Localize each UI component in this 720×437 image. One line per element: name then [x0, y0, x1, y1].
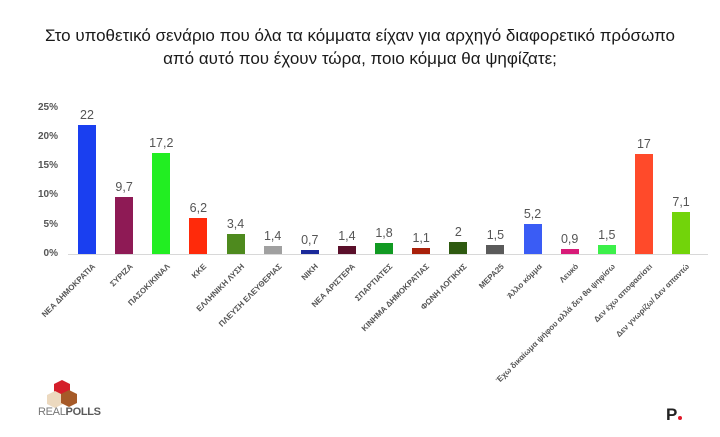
- x-tick-label: ΣΥΡΙΖΑ: [108, 262, 135, 289]
- bar: [226, 234, 245, 254]
- bar-value-label: 22: [80, 108, 94, 123]
- bar-value-label: 1,8: [375, 226, 393, 241]
- bar-value-label: 2: [454, 225, 462, 240]
- x-tick-label: Λευκό: [557, 262, 580, 285]
- bar-value-label: 1,1: [412, 230, 430, 245]
- x-tick-label: ΚΙΝΗΜΑ ΔΗΜΟΚΡΑΤΙΑΣ: [360, 262, 432, 334]
- bar: [152, 153, 171, 254]
- bar-value-label: 1,4: [263, 228, 282, 243]
- bar-value-label: 3,4: [226, 217, 245, 232]
- x-tick-label: Άλλο κόμμα: [504, 262, 544, 301]
- bar: [300, 249, 319, 254]
- bar-value-label: 1,5: [598, 228, 616, 243]
- y-tick-label: 15%: [37, 160, 58, 172]
- bar: [375, 243, 394, 254]
- y-tick-label: 0%: [43, 248, 58, 259]
- x-tick-label: ΝΙΚΗ: [299, 262, 320, 283]
- x-tick-label: ΚΚΕ: [190, 262, 209, 281]
- bar-value-label: 0,7: [301, 232, 319, 247]
- bar: [263, 245, 282, 254]
- realpolls-logo: REALPOLLS: [38, 378, 108, 420]
- bar-value-label: 6,2: [189, 200, 208, 215]
- chart-title: Στο υποθετικό σενάριο που όλα τα κόμματα…: [0, 24, 720, 70]
- bar: [560, 248, 579, 254]
- bar: [634, 154, 653, 254]
- bar-value-label: 1,5: [486, 228, 505, 243]
- x-axis-line: [68, 254, 708, 255]
- y-tick-label: 5%: [43, 218, 58, 230]
- bar: [189, 217, 208, 254]
- realpolls-cubes-icon: [47, 380, 77, 408]
- bar-value-label: 17: [636, 137, 651, 152]
- chart-title-line-2: από αυτό που έχουν τώρα, ποιο κόμμα θα ψ…: [163, 49, 557, 68]
- bar: [78, 125, 96, 254]
- bar-value-label: 7,1: [672, 195, 690, 210]
- bar-value-label: 1,4: [338, 228, 356, 243]
- bar: [597, 245, 616, 254]
- chart-title-line-1: Στο υποθετικό σενάριο που όλα τα κόμματα…: [44, 26, 676, 45]
- bar-value-label: 17,2: [149, 136, 174, 151]
- bar: [672, 212, 691, 254]
- bar-value-label: 0,9: [560, 231, 579, 246]
- x-tick-label: Δεν γνωρίζω/ Δεν απαντώ: [614, 262, 692, 339]
- bar: [486, 245, 505, 254]
- bar: [449, 242, 468, 254]
- y-tick-label: 25%: [37, 101, 58, 113]
- x-tick-label: ΠΛΕΥΣΗ ΕΛΕΥΘΕΡΙΑΣ: [216, 262, 284, 329]
- y-tick-label: 20%: [37, 130, 58, 142]
- bar: [337, 245, 356, 254]
- y-tick-label: 10%: [37, 189, 58, 201]
- bar: [412, 247, 431, 254]
- realpolls-logo-text: REALPOLLS: [38, 406, 101, 418]
- publisher-logo: P: [666, 405, 683, 425]
- red-dot-icon: [678, 416, 683, 420]
- bar-value-label: 5,2: [523, 206, 542, 221]
- bar-value-label: 9,7: [115, 180, 133, 195]
- x-tick-label: ΝΕΑ ΔΗΜΟΚΡΑΤΙΑ: [40, 262, 98, 320]
- bar: [523, 223, 542, 254]
- x-tick-label: ΜΕΡΑ25: [477, 262, 507, 291]
- bar: [115, 197, 134, 254]
